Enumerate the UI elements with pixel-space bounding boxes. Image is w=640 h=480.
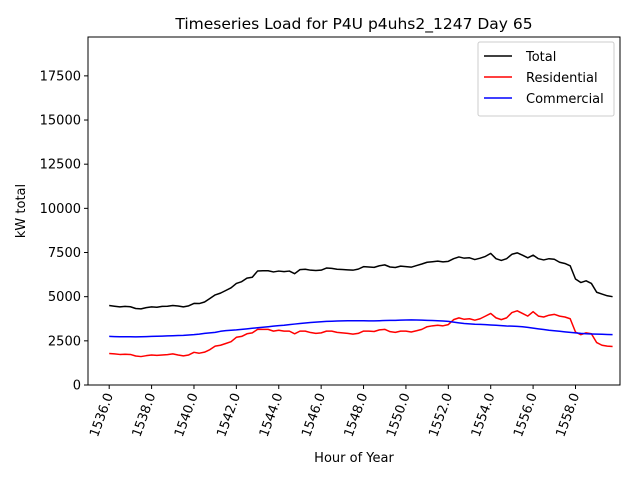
y-tick-label: 17500 [40,69,81,84]
series-line-total [109,252,613,310]
legend: Total Residential Commercial [477,41,615,117]
series-lines [109,252,613,358]
y-tick-label: 2500 [48,334,81,349]
x-tick-label: 1548.0 [342,391,372,439]
x-tick-label: 1556.0 [511,391,541,439]
x-tick-label: 1550.0 [384,391,414,439]
series-line-commercial [109,319,613,338]
y-tick-label: 10000 [40,202,81,217]
x-tick-label: 1558.0 [554,391,584,439]
x-tick-label: 1538.0 [130,391,160,439]
y-tick-label: 5000 [48,290,81,305]
series-line-residential [109,310,613,358]
y-tick-label: 0 [73,379,81,394]
x-axis-title: Hour of Year [314,451,394,466]
chart-title: Timeseries Load for P4U p4uhs2_1247 Day … [174,15,532,34]
y-axis: 0 2500 5000 7500 10000 12500 15000 17500 [40,69,88,394]
axes-frame [87,36,621,386]
y-tick-label: 7500 [48,246,81,261]
x-tick-label: 1554.0 [469,391,499,439]
legend-label-residential: Residential [526,71,598,86]
legend-label-total: Total [525,50,556,65]
y-axis-title: kW total [14,184,29,238]
x-axis: 1536.0 1538.0 1540.0 1542.0 1544.0 1546.0 1548… [87,385,583,439]
y-tick-label: 15000 [40,114,81,129]
y-tick-label: 12500 [40,158,81,173]
legend-label-commercial: Commercial [526,92,604,107]
plot-area [87,36,621,386]
x-tick-label: 1546.0 [299,391,329,439]
x-tick-label: 1544.0 [257,391,287,439]
x-tick-label: 1542.0 [214,391,244,439]
x-tick-label: 1540.0 [172,391,202,439]
x-tick-label: 1552.0 [426,391,456,439]
x-tick-label: 1536.0 [87,391,117,439]
